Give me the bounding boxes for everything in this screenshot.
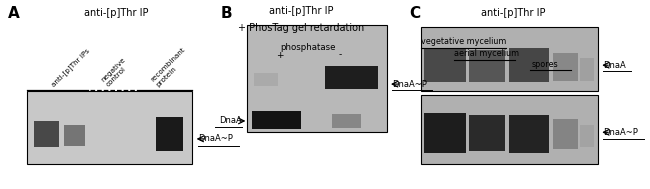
- Bar: [424, 113, 466, 153]
- Text: DnaA~P: DnaA~P: [198, 134, 233, 143]
- Bar: [509, 115, 549, 153]
- Text: phosphatase: phosphatase: [280, 43, 336, 52]
- Bar: [254, 73, 278, 86]
- Text: DnaA: DnaA: [219, 116, 242, 125]
- Bar: [509, 48, 549, 82]
- Bar: [421, 95, 598, 164]
- Bar: [252, 111, 301, 129]
- Text: anti-[p]Thr IP: anti-[p]Thr IP: [268, 6, 333, 16]
- Text: + PhosTag gel retardation: + PhosTag gel retardation: [238, 23, 364, 33]
- Bar: [424, 48, 466, 82]
- Text: A: A: [8, 6, 20, 21]
- Text: anti-[p]Thr IP: anti-[p]Thr IP: [84, 8, 149, 18]
- Text: spores: spores: [532, 60, 558, 69]
- Bar: [332, 114, 361, 128]
- Bar: [553, 53, 578, 81]
- Bar: [553, 119, 578, 149]
- Text: anti-[p]Thr IP: anti-[p]Thr IP: [481, 8, 546, 18]
- Bar: [325, 66, 378, 89]
- Bar: [421, 27, 598, 91]
- Text: vegetative mycelium: vegetative mycelium: [421, 37, 506, 46]
- Text: DnaA: DnaA: [603, 61, 626, 70]
- Bar: [64, 125, 84, 146]
- Bar: [34, 121, 58, 147]
- Text: aerial mycelium: aerial mycelium: [454, 49, 519, 58]
- Text: B: B: [221, 6, 233, 21]
- Text: +: +: [276, 50, 283, 60]
- Bar: [580, 125, 594, 147]
- Text: DnaA~P: DnaA~P: [603, 128, 638, 137]
- Bar: [156, 117, 183, 151]
- Bar: [247, 25, 387, 132]
- Text: anti-[p]Thr IPs: anti-[p]Thr IPs: [51, 47, 91, 88]
- Bar: [580, 58, 594, 81]
- Text: C: C: [410, 6, 421, 21]
- Text: negative
control: negative control: [100, 56, 131, 88]
- Bar: [469, 50, 505, 82]
- Text: recombinant
protein: recombinant protein: [150, 46, 192, 88]
- Text: DnaA~P: DnaA~P: [392, 80, 427, 89]
- Bar: [27, 91, 192, 164]
- Text: -: -: [338, 50, 342, 60]
- Bar: [469, 115, 505, 151]
